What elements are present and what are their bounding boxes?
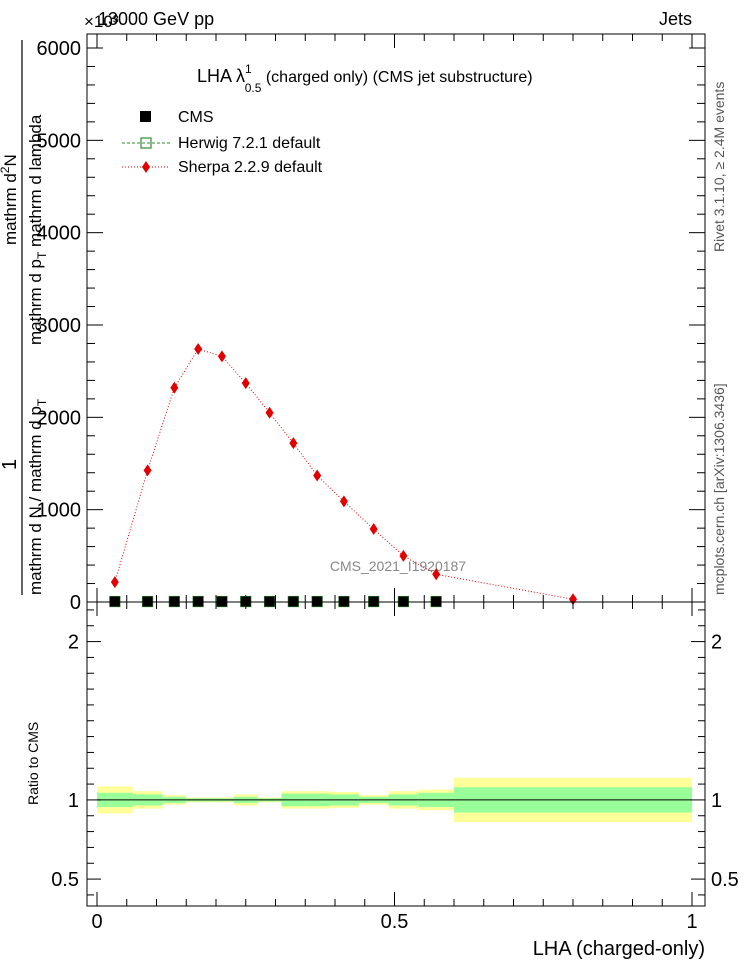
ratio-y-tick-label: 2: [68, 632, 79, 654]
sherpa-point: [194, 343, 203, 356]
x-tick-label: 0.5: [381, 911, 409, 933]
x-tick-label: 0: [91, 911, 102, 933]
sherpa-point: [399, 549, 408, 562]
mcplots-label: mcplots.cern.ch [arXiv:1306.3436]: [711, 383, 727, 595]
main-y-axis: 0 1000 2000 3000 4000 5000 6000: [37, 38, 705, 614]
legend-herwig-marker: [140, 137, 152, 149]
ratio-y-tick-label: 1: [68, 790, 79, 812]
ratio-ylabel: Ratio to CMS: [25, 722, 41, 805]
sherpa-point: [217, 350, 226, 363]
ylabel-line1: mathrm d N / mathrm d pT: [26, 398, 49, 595]
ylabel-numerator: 1: [0, 459, 21, 470]
main-ylabel: 1 mathrm d N / mathrm d pT mathrm d2N ma…: [0, 40, 49, 595]
legend-herwig-label: Herwig 7.2.1 default: [178, 135, 321, 152]
main-y-tick-label: 5000: [37, 130, 82, 152]
ratio-y-tick-label-right: 2: [711, 632, 722, 654]
sherpa-line: [114, 348, 574, 600]
legend-cms-label: CMS: [178, 109, 214, 126]
ratio-x-axis: 0 0.5 1: [91, 602, 698, 933]
analysis-watermark: CMS_2021_I1920187: [330, 558, 466, 574]
sherpa-point: [265, 406, 274, 419]
sherpa-point: [313, 469, 322, 482]
sherpa-point: [170, 381, 179, 394]
legend: CMS Herwig 7.2.1 default Sherpa 2.2.9 de…: [122, 109, 323, 176]
rivet-label: Rivet 3.1.10, ≥ 2.4M events: [711, 82, 727, 252]
ratio-y-axis: 0.5 0.5 1 1 2 2: [51, 609, 739, 896]
main-y-tick-label: 0: [70, 592, 81, 614]
sherpa-point: [110, 576, 119, 589]
energy-label: 13000 GeV pp: [98, 9, 214, 29]
ratio-plot-frame: [86, 601, 706, 907]
sherpa-point: [339, 495, 348, 508]
sherpa-point: [432, 568, 441, 581]
x-axis-label: LHA (charged-only): [533, 938, 705, 960]
sherpa-point: [289, 437, 298, 450]
exponent-label: ×10³: [84, 12, 119, 31]
main-x-ticks: [96, 34, 693, 602]
main-y-tick-label: 2000: [37, 407, 82, 429]
sherpa-point: [241, 377, 250, 390]
legend-sherpa-label: Sherpa 2.2.9 default: [178, 159, 323, 176]
legend-cms-marker: [140, 111, 151, 122]
sherpa-point: [143, 464, 152, 477]
ratio-y-tick-label-right: 1: [711, 790, 722, 812]
legend-sherpa-marker: [142, 161, 150, 173]
ylabel-line2: mathrm d2N: [0, 154, 20, 245]
main-y-tick-label: 3000: [37, 315, 82, 337]
sherpa-point: [369, 523, 378, 536]
main-y-tick-label: 4000: [37, 223, 82, 245]
x-tick-label: 1: [686, 911, 697, 933]
ylabel-line3: mathrm d pT mathrm d lambda: [26, 114, 49, 345]
process-label: Jets: [659, 9, 692, 29]
plot-title: LHA λ1 0.5 (charged only) (CMS jet substr…: [197, 62, 533, 95]
ratio-y-tick-label-right: 0.5: [711, 869, 739, 891]
main-y-tick-label: 1000: [37, 500, 82, 522]
ratio-y-tick-label: 0.5: [51, 869, 79, 891]
main-y-tick-label: 6000: [37, 38, 82, 60]
